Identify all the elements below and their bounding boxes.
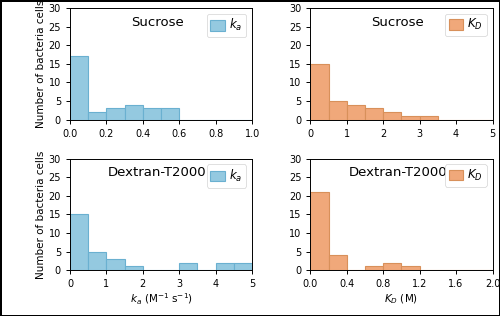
Bar [70,214,88,270]
Bar [106,259,124,270]
Bar [347,105,365,119]
Text: Dextran-T2000: Dextran-T2000 [348,167,447,179]
Bar [328,255,347,270]
Bar [124,105,143,119]
Bar [143,108,161,119]
Bar [161,108,180,119]
Bar [124,266,143,270]
Text: Sucrose: Sucrose [372,16,424,29]
Bar [180,263,198,270]
Legend: $K_D$: $K_D$ [445,164,486,187]
Legend: $k_a$: $k_a$ [207,164,246,188]
Bar [310,192,328,270]
Legend: $k_a$: $k_a$ [207,14,246,37]
Legend: $K_D$: $K_D$ [445,14,486,36]
Text: Sucrose: Sucrose [131,16,184,29]
Text: Dextran-T2000: Dextran-T2000 [108,167,206,179]
Bar [420,116,438,119]
Bar [106,108,124,119]
Bar [70,56,88,119]
Bar [328,101,347,119]
Bar [310,64,328,119]
X-axis label: $k_a$ (M$^{-1}$ s$^{-1}$): $k_a$ (M$^{-1}$ s$^{-1}$) [130,292,192,307]
Bar [402,266,419,270]
Bar [383,112,402,119]
X-axis label: $K_D$ (M): $K_D$ (M) [384,292,418,306]
Y-axis label: Number of bacteria cells: Number of bacteria cells [36,150,46,279]
Bar [234,263,252,270]
Bar [365,266,383,270]
Bar [216,263,234,270]
Bar [88,252,106,270]
Bar [402,116,419,119]
Bar [365,108,383,119]
Bar [88,112,106,119]
Bar [383,263,402,270]
Y-axis label: Number of bacteria cells: Number of bacteria cells [36,0,46,128]
